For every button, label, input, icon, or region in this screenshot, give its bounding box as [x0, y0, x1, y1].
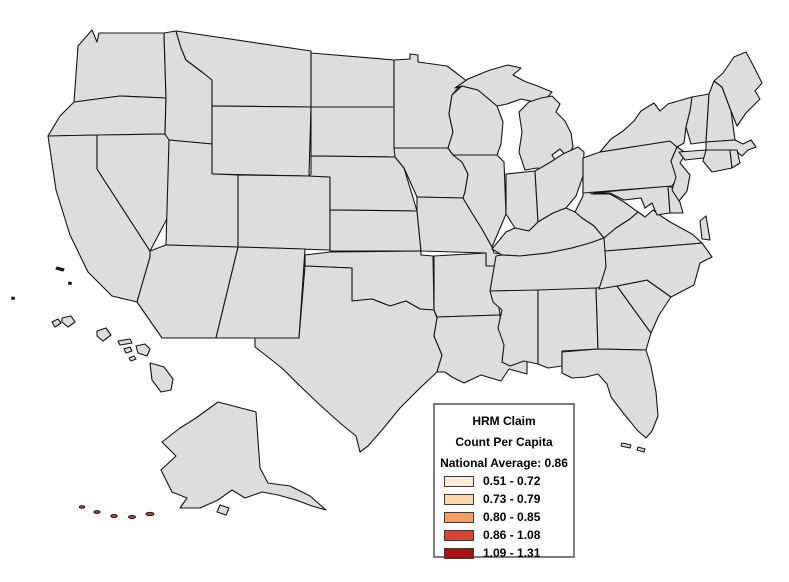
- state-ak-aleutian-island: [93, 510, 101, 514]
- legend-row-1: 0.51 - 0.72: [444, 474, 573, 488]
- state-hi-molokai: [117, 338, 133, 346]
- state-in: [505, 170, 539, 232]
- legend-title-line1: HRM Claim: [472, 414, 536, 428]
- state-hi-kauai: [61, 315, 76, 328]
- legend-range-label-3: 0.80 - 0.85: [483, 510, 541, 524]
- state-wy: [211, 105, 312, 177]
- state-wa: [73, 29, 167, 103]
- legend-row-3: 0.80 - 0.85: [444, 510, 573, 524]
- state-hi-big-island: [149, 362, 174, 393]
- state-ak-aleutian-island: [110, 514, 118, 518]
- state-or: [47, 95, 167, 137]
- state-fl: [561, 348, 659, 439]
- state-fl-keys: [620, 442, 632, 449]
- legend-range-label-4: 0.86 - 1.08: [483, 528, 541, 542]
- legend-swatch-class-5: [444, 547, 474, 559]
- legend-title-line3: National Average: 0.86: [440, 456, 568, 470]
- legend-title-line2: Count Per Capita: [455, 435, 553, 449]
- state-hi-lanai: [123, 346, 133, 354]
- state-ri: [729, 149, 741, 169]
- legend-swatch-class-1: [444, 475, 474, 487]
- state-hi-oahu: [96, 327, 112, 342]
- legend-swatch-class-2: [444, 493, 474, 505]
- island-speck: [10, 296, 16, 301]
- state-az: [136, 244, 239, 339]
- state-nd: [310, 52, 395, 108]
- state-hi-niihau: [51, 318, 62, 328]
- legend-swatch-class-3: [444, 511, 474, 523]
- state-va: [603, 209, 703, 252]
- island-speck: [67, 281, 73, 286]
- state-ks: [329, 209, 422, 252]
- state-fl-keys-2: [636, 446, 646, 453]
- state-co: [237, 174, 331, 251]
- legend-row-5: 1.09 - 1.31: [444, 546, 573, 560]
- state-tx: [254, 265, 443, 453]
- state-va-eastern-shore: [699, 215, 711, 241]
- state-mi-upper-peninsula: [454, 64, 553, 107]
- legend-row-4: 0.86 - 1.08: [444, 528, 573, 542]
- state-ak-aleutian-island: [145, 511, 155, 517]
- state-ny: [599, 96, 698, 153]
- state-me: [713, 51, 763, 127]
- legend-swatch-class-4: [444, 529, 474, 541]
- state-ak-kodiak-island: [216, 504, 230, 516]
- state-il: [452, 154, 507, 248]
- legend-row-2: 0.73 - 0.79: [444, 492, 573, 506]
- map-legend: HRM Claim Count Per Capita National Aver…: [433, 403, 575, 560]
- state-nc: [598, 242, 713, 298]
- legend-range-label-5: 1.09 - 1.31: [483, 546, 541, 560]
- state-ct: [702, 149, 733, 173]
- state-hi-kahoolawe: [128, 355, 137, 362]
- state-ak: [160, 401, 327, 511]
- state-ak-aleutian-island: [128, 515, 136, 519]
- state-hi-maui: [135, 343, 151, 357]
- legend-range-label-2: 0.73 - 0.79: [483, 492, 541, 506]
- state-sd: [310, 106, 398, 158]
- legend-range-label-1: 0.51 - 0.72: [483, 474, 541, 488]
- state-pa: [582, 140, 679, 194]
- island-speck: [55, 266, 65, 272]
- state-ak-aleutian-island: [78, 505, 86, 509]
